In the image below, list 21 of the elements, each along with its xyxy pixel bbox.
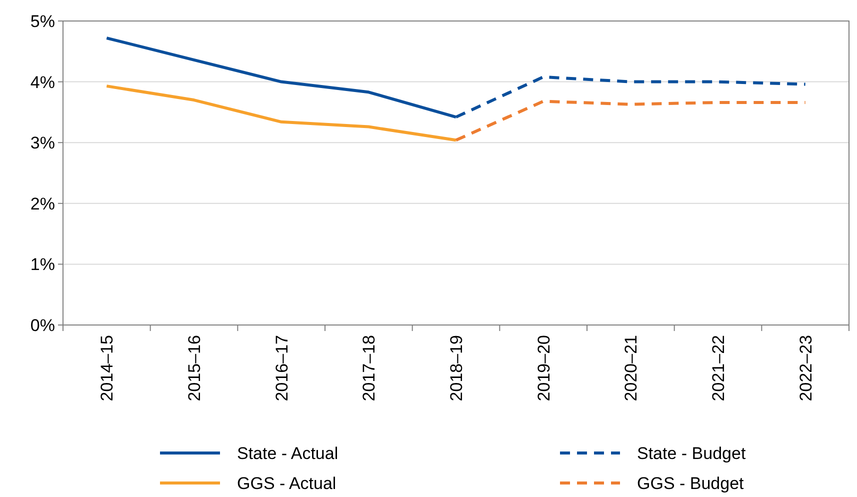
x-tick-label: 2019–20 <box>534 335 554 402</box>
x-tick-label: 2020–21 <box>622 335 641 402</box>
legend-label: State - Budget <box>637 444 746 463</box>
line-series <box>105 84 458 142</box>
legend-label: GGS - Budget <box>637 474 744 493</box>
x-tick-label: 2022–23 <box>796 335 816 402</box>
y-tick-label: 5% <box>30 12 55 31</box>
y-tick-label: 1% <box>30 255 55 274</box>
x-tick-label: 2014–15 <box>98 335 117 402</box>
line-series <box>454 100 807 142</box>
legend-label: GGS - Actual <box>237 474 336 493</box>
y-tick-label: 3% <box>30 134 55 153</box>
x-tick-label: 2017–18 <box>360 335 379 402</box>
y-tick-label: 2% <box>30 194 55 214</box>
x-tick-label: 2018–19 <box>447 335 466 402</box>
x-tick-label: 2016–17 <box>272 335 292 402</box>
legend-label: State - Actual <box>237 444 338 463</box>
y-tick-label: 4% <box>30 72 55 92</box>
x-tick-label: 2015–16 <box>185 335 204 402</box>
x-tick-label: 2021–22 <box>709 335 728 402</box>
y-tick-label: 0% <box>30 316 55 335</box>
